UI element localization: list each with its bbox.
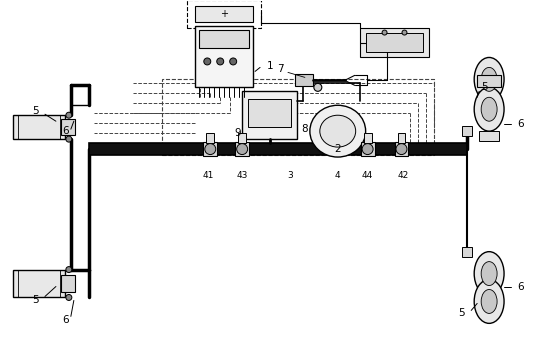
Ellipse shape <box>474 252 504 296</box>
Bar <box>238 133 246 143</box>
Text: 41: 41 <box>203 171 214 180</box>
Text: 6: 6 <box>63 126 69 136</box>
Text: 44: 44 <box>362 171 374 180</box>
Text: 1: 1 <box>267 61 274 72</box>
Bar <box>203 142 217 156</box>
Bar <box>13 270 65 298</box>
Bar <box>61 275 75 293</box>
Text: +: + <box>220 8 228 19</box>
Bar <box>199 29 249 47</box>
Bar <box>188 0 261 27</box>
Text: 5: 5 <box>458 308 465 318</box>
Circle shape <box>66 266 72 273</box>
Circle shape <box>362 144 373 155</box>
Bar <box>61 119 75 135</box>
Bar <box>195 25 253 87</box>
Ellipse shape <box>481 97 497 121</box>
Circle shape <box>230 58 236 65</box>
Text: 8: 8 <box>301 124 308 134</box>
Ellipse shape <box>474 87 504 131</box>
Bar <box>206 133 214 143</box>
Circle shape <box>66 136 72 142</box>
Text: 9: 9 <box>235 128 241 138</box>
Ellipse shape <box>481 67 497 91</box>
Bar <box>242 91 297 139</box>
Circle shape <box>396 144 407 155</box>
Circle shape <box>204 58 211 65</box>
Bar <box>479 131 499 141</box>
Text: 5: 5 <box>33 296 39 305</box>
Bar <box>360 27 430 58</box>
Bar <box>295 74 313 86</box>
Circle shape <box>314 83 322 91</box>
Text: 6: 6 <box>518 281 524 292</box>
Text: 4: 4 <box>335 171 341 180</box>
Ellipse shape <box>474 280 504 323</box>
Ellipse shape <box>310 105 366 157</box>
Bar <box>361 142 375 156</box>
Text: 2: 2 <box>335 144 341 154</box>
Text: 5: 5 <box>481 82 487 92</box>
Text: 3: 3 <box>287 171 293 180</box>
Bar <box>235 142 249 156</box>
Text: 7: 7 <box>277 64 283 75</box>
Circle shape <box>66 112 72 118</box>
Bar <box>364 133 372 143</box>
Bar <box>477 75 501 87</box>
Circle shape <box>402 30 407 35</box>
Bar <box>13 115 65 139</box>
Ellipse shape <box>481 262 497 285</box>
Ellipse shape <box>474 58 504 101</box>
Circle shape <box>66 295 72 300</box>
Bar <box>462 126 472 136</box>
Circle shape <box>217 58 224 65</box>
Text: 6: 6 <box>63 315 69 325</box>
Ellipse shape <box>320 115 356 147</box>
Bar <box>366 33 423 53</box>
Text: 42: 42 <box>398 171 409 180</box>
Bar <box>163 79 435 155</box>
Text: 5: 5 <box>33 106 39 116</box>
Circle shape <box>236 144 248 155</box>
Bar <box>89 143 467 155</box>
Bar <box>462 247 472 257</box>
Bar <box>195 6 253 22</box>
Text: 43: 43 <box>236 171 248 180</box>
Circle shape <box>382 30 387 35</box>
Bar <box>397 133 406 143</box>
Ellipse shape <box>481 290 497 314</box>
Text: 6: 6 <box>518 119 524 129</box>
Circle shape <box>205 144 216 155</box>
Bar <box>248 99 291 127</box>
Bar <box>395 142 408 156</box>
